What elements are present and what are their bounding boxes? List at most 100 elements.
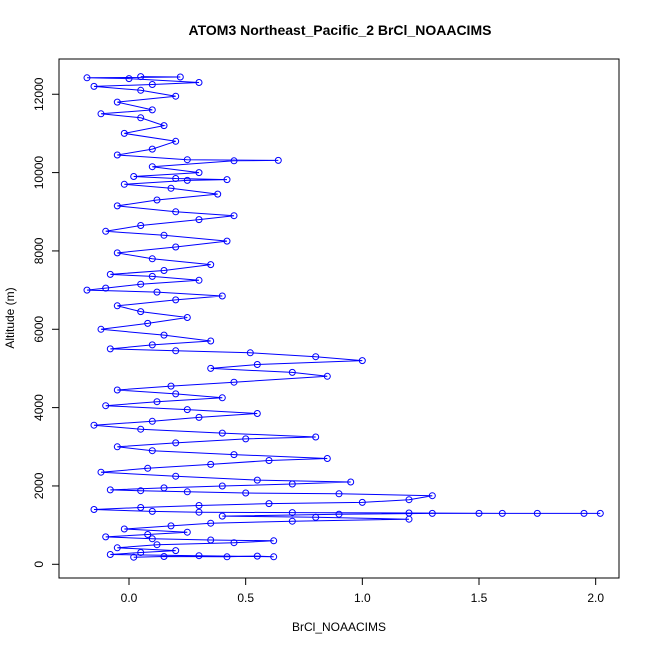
y-axis-label: Altitude (m) <box>3 287 17 348</box>
data-point <box>195 502 203 509</box>
data-point <box>207 536 215 544</box>
data-point <box>270 553 278 561</box>
data-point <box>223 237 231 245</box>
data-point <box>218 512 226 520</box>
data-point <box>130 553 138 561</box>
data-point <box>113 249 121 257</box>
data-point <box>207 261 215 269</box>
chart-title: ATOM3 Northeast_Pacific_2 BrCl_NOAACIMS <box>189 22 492 38</box>
data-point <box>172 92 180 100</box>
data-point <box>218 292 226 300</box>
data-point <box>106 551 114 558</box>
data-point <box>102 533 110 541</box>
data-point <box>160 122 168 130</box>
data-point <box>405 509 413 517</box>
data-point <box>153 196 161 204</box>
data-point <box>97 468 105 476</box>
y-tick-label: 12000 <box>32 77 46 111</box>
data-point <box>160 331 168 339</box>
data-point <box>405 496 413 504</box>
data-point <box>113 98 121 106</box>
data-point <box>230 212 238 220</box>
data-point <box>183 488 191 496</box>
data-point <box>137 86 145 94</box>
data-point <box>288 509 296 517</box>
x-tick-label: 2.0 <box>587 591 604 605</box>
data-point <box>335 490 343 498</box>
data-point <box>113 202 121 210</box>
data-point <box>97 325 105 333</box>
data-point <box>183 314 191 321</box>
y-axis: 0 2000 4000 6000 8000 10000 12000 <box>32 77 60 568</box>
data-point <box>253 476 261 484</box>
x-tick-label: 0.0 <box>121 591 138 605</box>
data-point <box>214 190 222 198</box>
data-point <box>137 73 145 81</box>
data-point <box>120 180 128 188</box>
y-tick-label: 2000 <box>32 472 46 499</box>
data-point <box>288 517 296 525</box>
data-point <box>148 81 156 88</box>
data-point <box>148 447 156 455</box>
data-point <box>102 227 110 235</box>
data-point <box>172 347 180 355</box>
data-point <box>144 319 152 327</box>
data-point <box>137 549 145 556</box>
data-point <box>312 353 320 361</box>
data-point <box>83 74 91 82</box>
data-point <box>172 296 180 304</box>
data-point <box>160 267 168 274</box>
data-point <box>148 106 156 114</box>
data-point <box>172 137 180 145</box>
data-point <box>207 460 215 468</box>
data-point <box>335 510 343 518</box>
data-point <box>90 421 98 429</box>
data-point <box>137 425 145 433</box>
data-point <box>172 390 180 398</box>
data-point <box>144 464 152 472</box>
x-tick-label: 1.5 <box>471 591 488 605</box>
data-point <box>148 163 156 171</box>
data-point <box>137 504 145 511</box>
data-point <box>183 176 191 184</box>
data-point <box>176 73 184 81</box>
y-tick-label: 8000 <box>32 237 46 264</box>
data-point <box>172 243 180 251</box>
data-point <box>160 484 168 492</box>
x-axis: 0.0 0.5 1.0 1.5 2.0 <box>121 577 604 605</box>
data-point <box>113 302 121 310</box>
data-point <box>90 82 98 90</box>
data-point <box>230 157 238 165</box>
data-point <box>253 361 261 368</box>
data-point <box>270 537 278 545</box>
data-point <box>183 406 191 414</box>
x-tick-label: 0.5 <box>237 591 254 605</box>
data-point <box>167 522 175 530</box>
data-point <box>137 308 145 316</box>
data-point <box>113 386 121 394</box>
data-point <box>172 439 180 447</box>
data-point <box>230 451 238 459</box>
data-point <box>195 276 203 284</box>
data-point <box>323 372 331 380</box>
y-tick-label: 10000 <box>32 156 46 190</box>
data-point <box>120 525 128 533</box>
plot-area <box>58 58 620 579</box>
data-point <box>148 535 156 543</box>
data-point <box>148 145 156 153</box>
data-point <box>153 541 161 549</box>
data-point <box>230 539 238 547</box>
data-point <box>498 509 506 517</box>
data-point <box>246 349 254 357</box>
data-point <box>207 519 215 527</box>
data-point <box>137 487 145 495</box>
data-point <box>195 216 203 224</box>
data-point <box>347 478 355 486</box>
data-point <box>580 509 588 517</box>
data-point <box>106 270 114 278</box>
data-point <box>195 508 203 516</box>
data-point <box>148 417 156 425</box>
data-point <box>242 489 250 497</box>
